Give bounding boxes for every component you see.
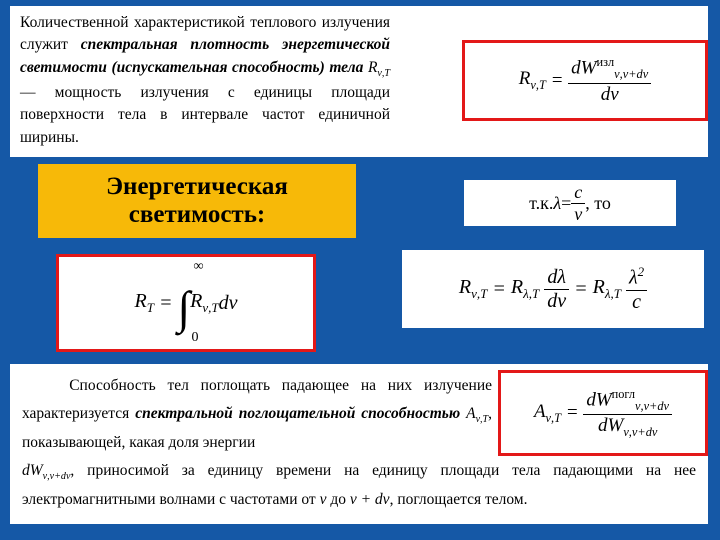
- bp-Asym: A: [466, 405, 475, 422]
- eq1-num: dWизлν,ν+dν: [568, 55, 651, 82]
- eq2-integrand: Rν,T: [190, 290, 218, 316]
- eq3-R3s: λ,T: [605, 286, 621, 301]
- eq3-c: c: [626, 290, 647, 314]
- eq4-lhs: Aν,T: [534, 401, 561, 426]
- lr-den: ν: [571, 203, 585, 225]
- eq1-lhs: Rν,T: [519, 68, 546, 93]
- eq2-inf: ∞: [193, 259, 203, 275]
- eq3-t2: Rλ,T: [511, 276, 539, 302]
- eq4-A: A: [534, 401, 546, 422]
- eq1-numsub: ν,ν+dν: [614, 68, 648, 82]
- eq3-R1s: ν,T: [471, 286, 487, 301]
- eq4-numsub: ν,ν+dν: [635, 399, 669, 413]
- eq2-Rv: R: [190, 290, 202, 312]
- bp-A: Aν,T: [466, 405, 488, 422]
- eq1-dW: dW: [571, 58, 596, 79]
- section-title: Энергетическая светимость:: [38, 164, 356, 238]
- bp-Wsym: dW: [22, 462, 43, 479]
- eq3-fr2: λ2 c: [626, 264, 647, 314]
- equation-spectral-density: Rν,T = dWизлν,ν+dν dν: [462, 40, 708, 121]
- eq3-fr1: dλ dν: [544, 266, 569, 313]
- bp-W: dWν,ν+dν: [22, 462, 70, 479]
- eq2-lhs: RT: [135, 290, 154, 316]
- eq2-int: ∞ ∫ 0: [177, 277, 190, 330]
- bp-Wsub: ν,ν+dν: [43, 471, 71, 482]
- eq2-R: R: [135, 290, 147, 312]
- eq4-Asub: ν,T: [546, 410, 561, 424]
- eq3-t1: Rν,T: [459, 276, 487, 302]
- top-paragraph: Количественной характеристикой теплового…: [20, 12, 390, 149]
- eq1-R: R: [519, 68, 531, 89]
- equation-integral: RT = ∞ ∫ 0 Rν,T dν: [56, 254, 316, 352]
- eq2-Rvsub: ν,T: [202, 300, 218, 315]
- eq2-dnu: dν: [219, 292, 238, 315]
- bp-bold: спектральной поглощательной способностью: [135, 405, 460, 422]
- eq1-Rsub: ν,T: [530, 78, 545, 92]
- eq4-num: dWпоглν,ν+dν: [583, 387, 672, 414]
- bp-p4: , поглощается телом.: [390, 491, 528, 508]
- equation-absorption: Aν,T = dWпоглν,ν+dν dWν,ν+dν: [498, 370, 708, 456]
- lr-frac: c ν: [571, 182, 585, 225]
- eq3-R1: R: [459, 276, 471, 298]
- bp-Asub: ν,T: [476, 414, 489, 425]
- eq2-zero: 0: [191, 330, 198, 346]
- eq3-R2: R: [511, 276, 523, 298]
- lambda-relation: т.к. λ = c ν , то: [464, 180, 676, 226]
- lr-num: c: [571, 182, 585, 203]
- eq3-R3: R: [593, 276, 605, 298]
- eq3-sq: 2: [638, 264, 645, 279]
- eq4-sup: погл: [612, 387, 635, 401]
- bp-nudv: ν + dν: [350, 491, 390, 508]
- sym-R-sub: ν,T: [377, 68, 390, 79]
- integral-sign-icon: ∫: [177, 282, 190, 333]
- eq4-dW1: dW: [586, 389, 611, 410]
- top-line3: — мощность излучения с единицы площади п…: [20, 84, 390, 146]
- eq4-dW2: dW: [598, 415, 623, 436]
- lr-lambda: λ: [553, 193, 561, 214]
- lr-eq: =: [561, 193, 571, 214]
- lr-suffix: , то: [585, 193, 611, 214]
- eq1-sup: изл: [597, 55, 615, 69]
- bp-to: до: [326, 491, 349, 508]
- eq3-fr2n: λ2: [626, 264, 647, 290]
- equation-lambda-conversion: Rν,T = Rλ,T dλ dν = Rλ,T λ2 c: [402, 250, 704, 328]
- eq1-frac: dWизлν,ν+dν dν: [568, 55, 651, 105]
- eq1-den: dν: [568, 83, 651, 106]
- top-sym: Rν,T: [368, 59, 390, 76]
- lr-prefix: т.к.: [529, 193, 553, 214]
- eq4-frac: dWпоглν,ν+dν dWν,ν+dν: [583, 387, 672, 440]
- eq4-densub: ν,ν+dν: [623, 424, 657, 438]
- eq3-fr1d: dν: [544, 289, 569, 313]
- eq3-lam: λ: [629, 267, 638, 289]
- sym-R: R: [368, 59, 377, 76]
- top-line1a: Количественной характеристикой: [20, 14, 245, 31]
- eq4-den: dWν,ν+dν: [583, 414, 672, 440]
- bottom-wrap: Способность тел поглощать падающее на ни…: [22, 372, 492, 457]
- eq2-Rsub: T: [147, 300, 154, 315]
- eq3-t3: Rλ,T: [593, 276, 621, 302]
- eq3-fr1n: dλ: [544, 266, 569, 289]
- eq3-R2s: λ,T: [523, 286, 539, 301]
